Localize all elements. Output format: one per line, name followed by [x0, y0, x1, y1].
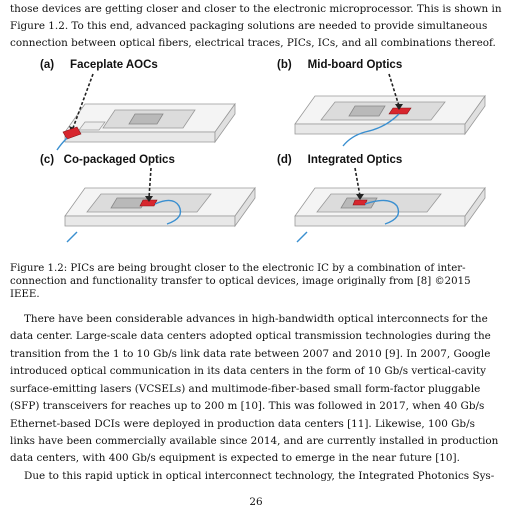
ic-chip	[128, 113, 164, 125]
figure-caption-line: IEEE.	[10, 289, 40, 300]
fiber-cable	[154, 199, 182, 225]
arrowhead	[145, 196, 153, 202]
body-line: surface-emitting lasers (VCSELs) and mul…	[10, 383, 481, 395]
aoc-module	[62, 126, 82, 140]
body-line: links have been commercially available s…	[10, 435, 499, 447]
body-line: Due to this rapid uptick in optical inte…	[24, 470, 495, 482]
panel-c-label: (c) Co-packaged Optics	[40, 154, 175, 166]
chassis-front	[64, 131, 216, 143]
fiber-cable	[56, 137, 68, 151]
body-line: Ethernet-based DCIs were deployed in pro…	[10, 418, 475, 430]
intro-line: connection between optical fibers, elect…	[10, 37, 496, 49]
figure-caption-line: connection and functionality transfer to…	[10, 276, 471, 287]
co-packaged-optics	[139, 199, 158, 207]
pointer-arrow	[148, 167, 152, 199]
chassis-side	[234, 186, 256, 228]
intro-line: Figure 1.2. To this end, advanced packag…	[10, 20, 488, 32]
panel-a-illustration	[56, 73, 236, 151]
body-line: transition from the 1 to 10 Gb/s link da…	[10, 348, 491, 360]
fiber-cable	[364, 199, 400, 225]
faceplate-port	[78, 121, 106, 131]
ic-chip	[110, 197, 148, 209]
body-line: data center. Large-scale data centers ad…	[10, 330, 491, 342]
chassis-side	[464, 186, 486, 228]
page-number: 26	[249, 496, 263, 508]
chassis-side	[214, 102, 236, 144]
panel-d-label: (d) Integrated Optics	[277, 154, 403, 166]
panel-d-illustration	[294, 167, 486, 243]
panel-c-illustration	[64, 167, 256, 243]
ic-chip	[348, 105, 386, 117]
body-line: (SFP) transceivers for reaches up to 200…	[10, 400, 485, 412]
body-line: There have been considerable advances in…	[24, 313, 488, 325]
figure-caption-line: Figure 1.2: PICs are being brought close…	[10, 263, 466, 274]
panel-a-label: (a) Faceplate AOCs	[40, 59, 158, 71]
chassis-side	[464, 94, 486, 136]
pointer-arrow	[388, 73, 400, 107]
arrowhead	[356, 194, 364, 200]
chassis-front	[294, 123, 466, 135]
chassis-front	[64, 215, 236, 227]
body-line: data centers, with 400 Gb/s equipment is…	[10, 452, 460, 464]
pointer-arrow	[72, 73, 94, 129]
board	[320, 101, 446, 121]
panel-b-label: (b) Mid-board Optics	[277, 59, 403, 71]
body-line: introduced optical communication in its …	[10, 365, 487, 377]
chassis-front	[294, 215, 466, 227]
fiber-cable	[342, 113, 400, 147]
intro-line: those devices are getting closer and clo…	[10, 3, 502, 15]
board	[316, 193, 442, 213]
arrowhead	[395, 104, 403, 110]
panel-b-illustration	[294, 73, 486, 147]
integrated-optics	[352, 199, 368, 206]
fiber-cable-external	[296, 231, 308, 243]
fiber-cable-external	[66, 231, 78, 243]
mid-board-optics	[388, 107, 412, 115]
